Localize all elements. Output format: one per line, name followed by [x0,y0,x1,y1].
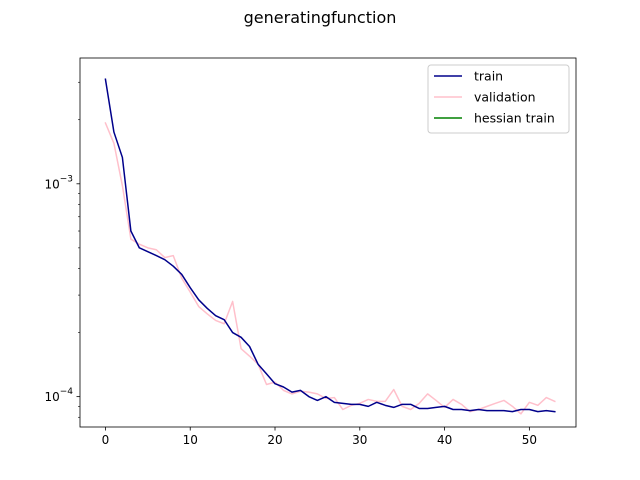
legend-box [427,64,570,134]
x-tick-label: 10 [183,433,198,447]
y-tick-label: 10−4 [44,387,73,404]
x-tick-label: 30 [352,433,367,447]
series-line-train [104,78,556,413]
x-tick-label: 20 [267,433,282,447]
y-tick-base: 10 [44,390,59,404]
x-tick-label: 50 [522,433,537,447]
y-tick-exponent: −3 [60,174,73,184]
x-tick-label: 0 [102,433,110,447]
axes-frame [79,57,577,428]
legend-label: train [474,69,503,84]
plot-area [104,78,556,415]
x-tick-label: 40 [437,433,452,447]
legend-label: validation [474,90,536,105]
legend-label: hessian train [474,111,555,126]
y-tick-label: 10−3 [44,174,73,191]
y-tick-exponent: −4 [60,387,74,397]
chart-title: generatingfunction [244,8,397,27]
y-tick-base: 10 [44,177,59,191]
legend: train validation hessian train [427,64,570,134]
